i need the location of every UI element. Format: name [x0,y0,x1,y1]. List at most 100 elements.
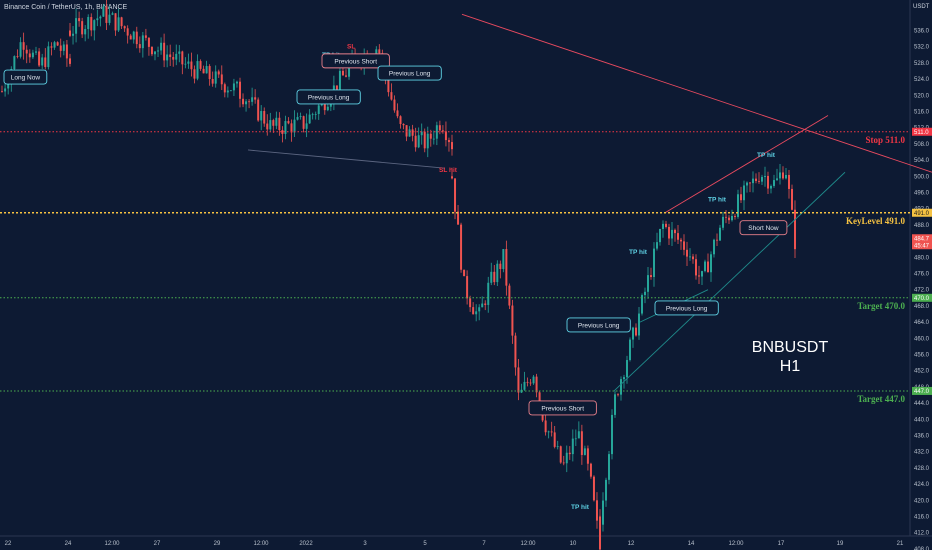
candle-body [105,6,108,23]
candle-body [193,69,196,79]
candle-body [704,261,706,272]
annotation-text: SL [347,44,355,51]
candle-body [205,66,208,74]
candle-body [123,26,126,29]
candle-body [674,229,676,234]
candle-body [375,49,378,58]
candle-body [242,98,245,105]
symbol-label-line1: BNBUSDT [752,339,829,356]
candle-body [290,123,293,133]
candle-body [508,285,511,306]
candle-body [163,42,166,61]
annotation-box [566,317,631,333]
x-tick-label: 2022 [299,541,313,547]
candle-body [117,17,120,31]
x-tick-label: 12:00 [728,541,744,547]
current-price-tag-text: 45:47 [914,243,930,249]
candle-body [535,376,538,393]
candle-body [776,178,778,181]
candle-body [451,142,453,150]
candle-body [435,125,438,139]
candle-body [656,242,658,249]
candle-body [779,172,781,179]
candle-body [114,13,117,31]
level-label: Target 470.0 [857,301,905,311]
candle-body [689,256,691,258]
candle-body [414,135,417,148]
candle-body [90,17,93,31]
candle-body [232,83,235,91]
candle-body [608,454,610,480]
candle-body [662,223,664,230]
candle-body [532,376,535,384]
chart-header: Binance Coin / TetherUS, 1h, BINANCE [4,4,128,11]
candle-body [743,185,745,201]
annotation-label: Short Now [748,225,779,232]
candle-body [62,44,65,51]
candle-body [454,178,457,212]
candle-body [226,90,229,93]
candle-body [538,392,541,403]
candle-body [56,42,59,46]
x-tick-label: 12:00 [520,541,536,547]
candle-body [719,227,721,241]
y-tick-label: 528.0 [914,61,930,67]
candle-body [50,46,53,48]
y-tick-label: 480.0 [914,255,930,261]
candle-body [737,194,739,217]
candle-body [599,516,601,525]
candle-body [1,91,3,93]
symbol-label-line2: H1 [780,358,801,375]
candle-body [478,307,481,312]
candle-body [281,130,284,134]
y-tick-label: 524.0 [914,77,930,83]
annotation-label: Previous Long [389,71,431,78]
x-tick-label: 7 [482,541,486,547]
candle-body [444,131,447,141]
candle-body [99,16,102,19]
candle-body [81,21,84,35]
annotation-box [377,65,442,81]
y-tick-label: 460.0 [914,336,930,342]
candle-body [785,174,787,179]
candle-body [181,51,184,65]
trendline [461,13,932,173]
candle-body [96,18,99,21]
candle-body [44,57,47,68]
candle-body [466,276,469,299]
y-tick-label: 424.0 [914,482,930,488]
candle-body [505,249,508,286]
annotation-box [528,400,597,416]
candle-body [302,116,305,129]
x-tick-label: 19 [837,541,844,547]
candle-body [293,119,296,133]
candle-body [196,61,199,79]
candle-body [731,215,733,221]
candle-body [481,303,484,308]
candle-body [511,305,514,336]
candle-body [426,133,429,149]
candle-body [72,33,75,36]
candle-body [172,57,175,60]
candle-body [644,291,646,296]
y-tick-label: 504.0 [914,158,930,164]
header-pair: Binance Coin / TetherUS [4,4,81,11]
candle-body [493,271,496,283]
candle-body [345,75,347,77]
candle-body [629,339,631,361]
candle-body [544,420,547,433]
candle-body [22,42,25,50]
y-tick-label: 436.0 [914,434,930,440]
candle-body [577,431,580,439]
candle-body [680,239,682,242]
level-label: KeyLevel 491.0 [846,216,905,226]
candle-body [248,101,251,103]
candle-body [487,282,490,305]
candle-body [150,46,153,55]
x-tick-label: 5 [423,541,427,547]
y-tick-label: 440.0 [914,417,930,423]
candle-body [568,452,571,455]
candle-body [469,298,472,308]
candle-body [157,50,160,52]
